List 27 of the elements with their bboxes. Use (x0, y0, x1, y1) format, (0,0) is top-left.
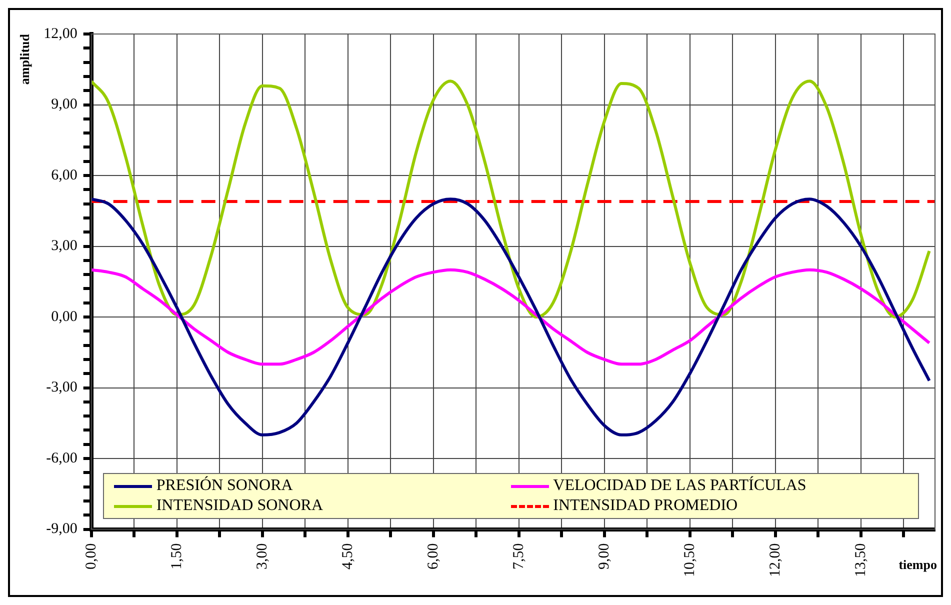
x-tick-label: 13,50 (852, 543, 869, 577)
y-axis-title: amplitud (17, 33, 32, 85)
x-tick-label: 0,00 (83, 543, 100, 570)
y-tick-label: -6,00 (46, 450, 78, 466)
x-tick-label: 10,50 (682, 543, 698, 577)
legend-label: INTENSIDAD SONORA (156, 497, 324, 516)
line-series (91, 198, 931, 436)
x-tick-label: 12,00 (767, 543, 784, 577)
legend-label: PRESIÓN SONORA (156, 477, 293, 496)
x-tick-label: 7,50 (510, 543, 527, 570)
y-tick-label: -9,00 (46, 521, 78, 538)
x-tick-label: 3,00 (254, 543, 270, 570)
y-tick-label: 3,00 (51, 238, 78, 254)
x-tick-label: 6,00 (425, 543, 442, 570)
y-tick-label: 9,00 (51, 96, 78, 113)
x-tick-label: 4,50 (340, 543, 356, 570)
x-tick-label: 9,00 (596, 543, 612, 570)
legend-label: INTENSIDAD PROMEDIO (553, 497, 738, 516)
x-tick-label: 1,50 (168, 543, 185, 570)
line-series (91, 80, 931, 318)
y-tick-label: 0,00 (51, 308, 78, 325)
line-series (91, 268, 931, 366)
y-tick-label: 12,00 (44, 26, 78, 42)
legend-label: VELOCIDAD DE LAS PARTÍCULAS (553, 477, 806, 496)
x-axis-title: tiempo (898, 557, 937, 574)
y-tick-label: -3,00 (46, 380, 78, 396)
y-tick-label: 6,00 (51, 167, 78, 184)
